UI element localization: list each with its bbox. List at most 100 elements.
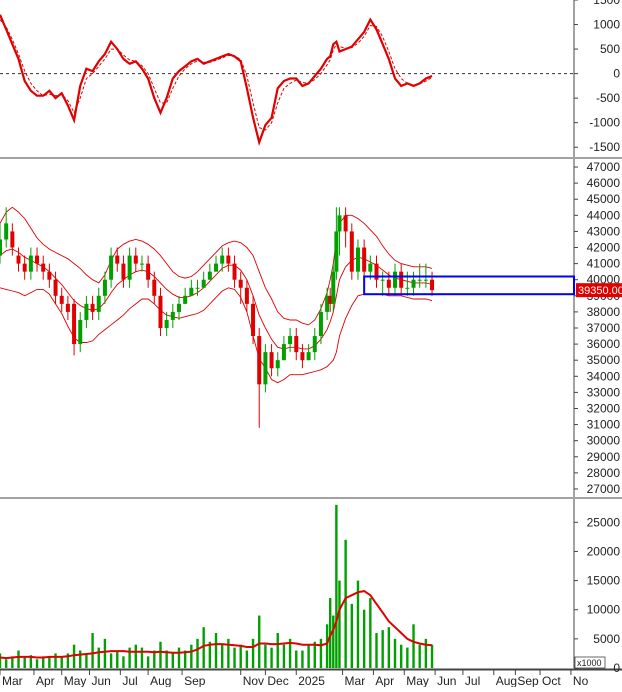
volume-bar <box>307 644 310 668</box>
volume-bar <box>128 647 131 668</box>
volume-ma-line <box>0 590 433 660</box>
x-tick-label: Aug <box>150 674 171 687</box>
candle-body <box>393 271 398 288</box>
candle-body <box>146 263 151 280</box>
volume-bar <box>418 644 421 668</box>
candle-body <box>133 255 138 264</box>
x-tick-label: 2025 <box>298 674 325 687</box>
oscillator-y-tick-label: -500 <box>596 91 620 105</box>
candle-body <box>294 336 299 353</box>
candle-body <box>28 255 33 272</box>
x-tick-label: May <box>406 674 429 687</box>
volume-bar <box>54 653 57 668</box>
vol-panel-bg <box>0 499 574 668</box>
price-panel-bg <box>0 159 574 497</box>
x-tick-label: Mar <box>345 674 366 687</box>
volume-bar <box>60 656 63 668</box>
volume-bar <box>11 656 14 668</box>
candle-body <box>368 263 373 272</box>
oscillator-y-tick-label: 1500 <box>593 0 620 7</box>
candle-body <box>189 287 194 296</box>
candle-body <box>207 271 212 280</box>
candle-body <box>170 311 175 320</box>
volume-bar <box>369 598 372 668</box>
volume-bar <box>85 653 88 668</box>
oscillator-y-tick-label: -1000 <box>589 116 620 130</box>
x-tick-label: No <box>573 674 589 687</box>
x-tick-label: May <box>64 674 87 687</box>
volume-bar <box>338 580 341 668</box>
x-tick-label: Dec <box>267 674 288 687</box>
price-y-tick-label: 47000 <box>587 160 621 174</box>
volume-y-tick-label: 20000 <box>587 544 621 558</box>
candle-body <box>164 319 169 328</box>
volume-bar <box>159 641 162 668</box>
volume-bar <box>424 638 428 668</box>
volume-bar <box>406 647 409 668</box>
price-y-tick-label: 31000 <box>587 418 621 432</box>
candle-body <box>158 295 163 328</box>
x-tick-label: Aug <box>496 674 517 687</box>
volume-y-tick-label: 25000 <box>587 515 621 529</box>
volume-bar <box>183 650 187 668</box>
x-tick-label: Apr <box>375 674 394 687</box>
price-y-tick-label: 37000 <box>587 321 621 335</box>
candle-body <box>78 319 83 345</box>
price-range-box <box>363 275 575 296</box>
volume-bar <box>362 609 366 668</box>
osc-panel-bg <box>0 0 574 157</box>
volume-bar <box>264 644 267 668</box>
volume-bar <box>387 627 391 668</box>
oscillator-y-tick-label: 1000 <box>593 18 620 32</box>
candle-body <box>251 303 256 337</box>
price-y-tick-label: 30000 <box>587 434 621 448</box>
volume-bar <box>227 638 230 668</box>
candle-body <box>22 263 27 272</box>
candle-body <box>257 336 262 385</box>
volume-bar <box>301 650 304 668</box>
x-tick-label: Jul <box>465 674 480 687</box>
volume-bar <box>48 657 51 668</box>
candle-body <box>232 263 237 280</box>
volume-bar <box>393 638 397 668</box>
volume-bar <box>190 644 193 668</box>
candle-body <box>269 352 274 369</box>
candle-body <box>35 255 40 264</box>
x-tick-label: Apr <box>36 674 55 687</box>
bollinger-upper-line <box>0 206 433 326</box>
volume-bar <box>233 647 236 668</box>
candle-body <box>214 263 219 272</box>
volume-bar <box>282 644 286 668</box>
last-price-label: 39350.00 <box>578 285 622 297</box>
candle-body <box>96 295 101 312</box>
candle-body <box>405 287 410 289</box>
candle-body <box>226 255 231 264</box>
price-y-tick-label: 28000 <box>587 466 621 480</box>
volume-bar <box>245 650 249 668</box>
candle-body <box>183 295 188 304</box>
price-y-tick-label: 44000 <box>587 208 621 222</box>
candle-body <box>423 279 428 281</box>
volume-bar <box>258 615 261 668</box>
price-y-tick-label: 46000 <box>587 176 621 190</box>
volume-bar <box>97 647 100 668</box>
oscillator-y-tick-label: -1500 <box>589 140 620 154</box>
candle-body <box>386 279 391 288</box>
price-y-tick-label: 34000 <box>587 369 621 383</box>
candle-body <box>306 352 311 361</box>
volume-bar <box>208 641 212 668</box>
volume-y-tick-label: 10000 <box>587 603 621 617</box>
volume-unit-box <box>574 656 606 669</box>
candle-body <box>337 215 342 232</box>
candle-body <box>220 255 225 264</box>
candle-body <box>201 279 206 288</box>
price-y-tick-label: 43000 <box>587 224 621 238</box>
volume-bar <box>171 653 175 668</box>
candle-body <box>238 279 243 288</box>
candle-body <box>59 295 64 304</box>
volume-bar <box>288 638 292 668</box>
volume-bar <box>430 644 434 668</box>
volume-y-tick-label: 0 <box>613 661 620 675</box>
